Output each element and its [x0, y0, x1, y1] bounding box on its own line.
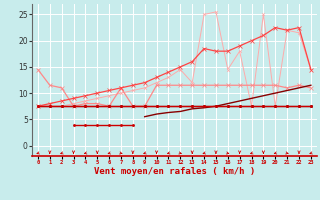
X-axis label: Vent moyen/en rafales ( km/h ): Vent moyen/en rafales ( km/h )	[94, 167, 255, 176]
